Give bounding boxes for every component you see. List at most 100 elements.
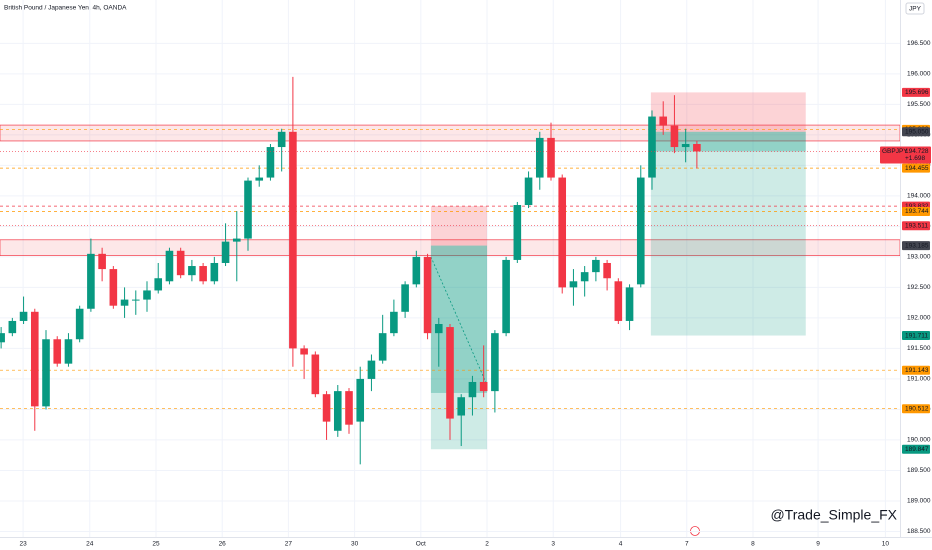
stop-zone (430, 206, 488, 246)
price-label: 193.744 (905, 208, 929, 215)
last-price-change: +1.698 (905, 155, 925, 162)
price-label: 189.847 (905, 446, 929, 453)
candle-body (378, 333, 387, 361)
candle-body (289, 131, 297, 349)
x-tick-label: 23 (20, 541, 28, 548)
y-tick-label: 192.000 (907, 315, 931, 322)
candle-body (300, 348, 308, 355)
price-label-bg (902, 404, 930, 414)
y-tick-label: 194.000 (907, 193, 931, 200)
candle-body (356, 378, 365, 422)
last-price-bg (880, 146, 931, 164)
candle-body (8, 320, 17, 334)
candle-body (614, 281, 623, 321)
candle-body (390, 311, 398, 334)
currency-box[interactable] (905, 2, 925, 15)
candle-body (479, 381, 488, 392)
candle-body (30, 311, 39, 407)
x-tick-label: 27 (285, 541, 293, 548)
candle-body (266, 147, 275, 178)
candle-body (524, 177, 533, 206)
y-tick-label: 196.500 (907, 40, 931, 47)
chart-title: British Pound / Japanese Yen, 4h, OANDA (4, 5, 127, 12)
price-label-bg (902, 163, 930, 173)
last-price: 194.728 (905, 148, 929, 155)
currency: JPY (909, 6, 922, 13)
price-label-bg (902, 365, 930, 375)
candle-body (558, 177, 567, 288)
candle-body (434, 324, 443, 334)
candle-body (255, 177, 264, 181)
price-label-bg (902, 241, 930, 251)
watermark: @Trade_Simple_FX (770, 507, 897, 523)
candle-body (681, 144, 690, 148)
price-label: 190.512 (905, 405, 929, 412)
price-label: 194.455 (905, 165, 929, 172)
price-label: 195.696 (905, 89, 929, 96)
x-tick-label: 25 (152, 541, 160, 548)
candle-body (42, 339, 50, 407)
candle-body (412, 256, 421, 285)
candle-body (322, 394, 331, 422)
candle-body (176, 250, 185, 276)
y-tick-label: 190.000 (907, 437, 931, 444)
candle-body (580, 272, 589, 282)
candle-body (547, 137, 555, 178)
candle-body (109, 269, 118, 306)
stop-zone (650, 92, 806, 132)
price-label-bg (902, 127, 930, 137)
price-label: 193.511 (905, 222, 928, 229)
candle-body (19, 311, 28, 321)
x-tick-label: 2 (485, 541, 489, 548)
candle-body (401, 284, 409, 312)
x-tick-label: Oct (416, 541, 426, 548)
candle-body (154, 278, 163, 291)
candle-body (333, 391, 342, 431)
price-label-bg (902, 221, 930, 231)
candle-body (625, 287, 634, 321)
candle-body (502, 259, 510, 334)
plot-area (0, 0, 900, 537)
candle-body (131, 299, 140, 301)
candle-body (244, 180, 252, 239)
candle-body (75, 308, 84, 340)
candle-body (53, 339, 62, 364)
price-label-bg (902, 331, 930, 341)
y-tick-label: 193.000 (907, 254, 931, 261)
candle-body (423, 256, 432, 334)
candle-body (468, 381, 477, 398)
candle-body (693, 144, 701, 152)
plot (0, 0, 900, 537)
y-tick-label: 191.000 (907, 376, 931, 383)
candle-body (367, 360, 376, 379)
x-tick-label: 9 (816, 541, 820, 548)
candle-body (221, 241, 230, 263)
candle-body (143, 290, 151, 300)
y-tick-label: 189.000 (907, 498, 931, 505)
candle-body (491, 333, 499, 392)
candle-body (188, 266, 196, 276)
price-label: 191.143 (905, 367, 929, 374)
reached-zone (430, 245, 488, 393)
price-label: 195.050 (905, 129, 929, 136)
candle-body (199, 266, 207, 282)
last-price-symbol: GBPJPY (882, 148, 908, 155)
candle-body (120, 299, 129, 306)
y-tick-label: 196.000 (907, 71, 931, 78)
y-tick-label: 192.500 (907, 284, 931, 291)
y-tick-label: 195.500 (907, 101, 931, 108)
candle-body (98, 253, 106, 270)
price-label-bg (902, 444, 930, 454)
y-tick-label: 189.500 (907, 467, 931, 474)
y-tick-label: 188.500 (907, 528, 931, 535)
candle-body (535, 137, 544, 178)
x-tick-label: 8 (751, 541, 755, 548)
target-zone (650, 131, 806, 336)
candle-body (87, 253, 95, 309)
candle-body (569, 281, 578, 288)
candle-body (670, 125, 679, 148)
price-label-bg (902, 206, 930, 216)
candle-body (648, 116, 656, 178)
candle-body (446, 327, 454, 419)
